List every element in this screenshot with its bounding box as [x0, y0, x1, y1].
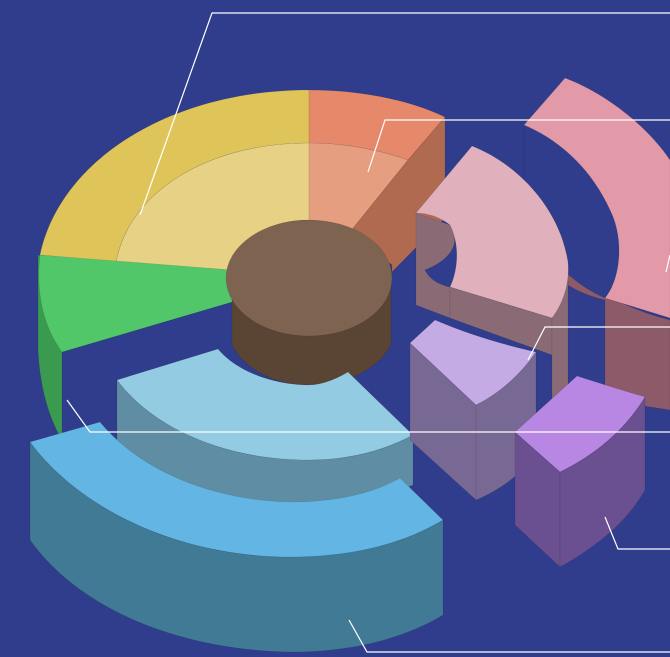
segment-green-top	[38, 254, 233, 353]
segment-blue-top	[29, 421, 444, 558]
leader-line-blue	[348, 619, 670, 653]
leader-lines	[66, 12, 670, 653]
hub-top	[225, 219, 393, 337]
segment-green	[37, 254, 233, 442]
segment-pink-top	[523, 77, 670, 319]
segment-lavender-top	[409, 319, 537, 406]
segment-blue	[29, 421, 444, 653]
segment-mauve-top	[415, 145, 569, 319]
leader-line-purple	[604, 516, 670, 550]
segment-mauve	[415, 145, 569, 401]
segment-purple-top	[514, 375, 646, 473]
leader-line-green	[66, 399, 670, 433]
segment-purple	[514, 375, 646, 568]
leader-line-lavender	[527, 326, 670, 361]
leader-line-orange	[367, 119, 670, 173]
leader-line-yellow	[139, 12, 670, 216]
segment-mauve-side	[415, 212, 455, 319]
hub-cylinder	[225, 219, 393, 386]
leader-line-pink	[665, 254, 670, 273]
